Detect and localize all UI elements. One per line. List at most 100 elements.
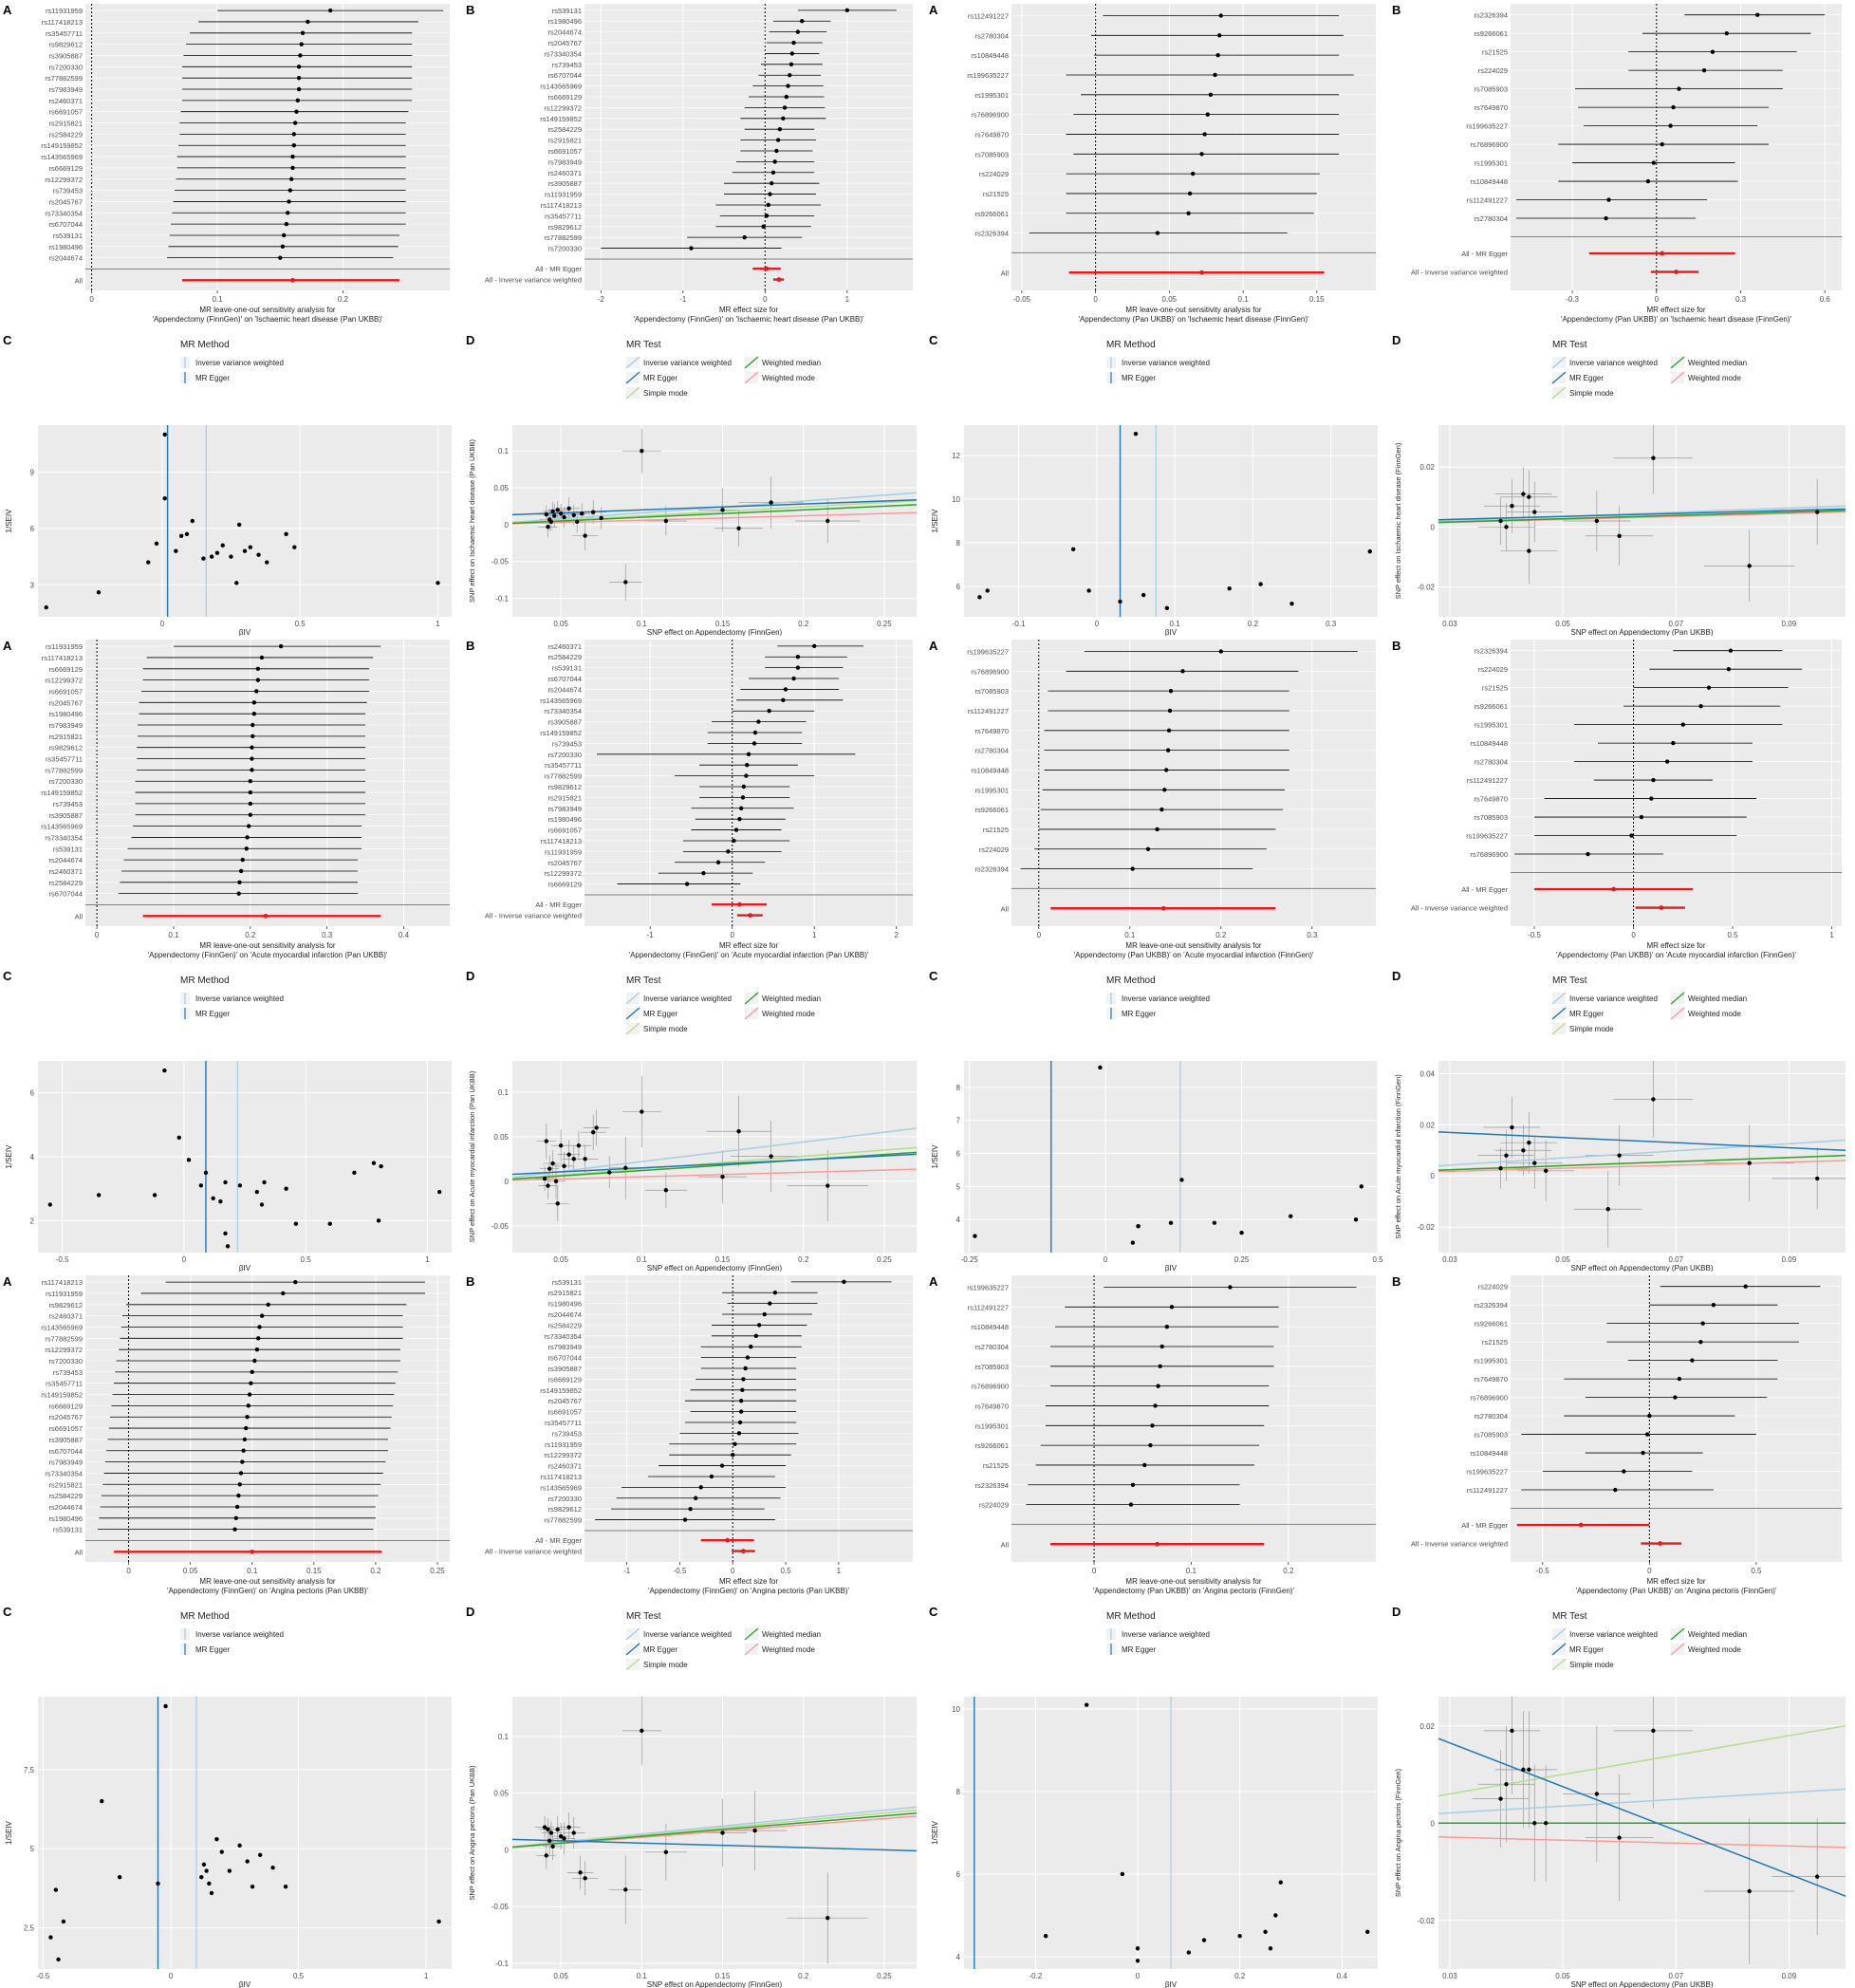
snp-point	[1359, 1184, 1363, 1189]
snp-estimate-point	[1215, 52, 1220, 58]
snp-label: rs73340354	[45, 833, 83, 842]
snp-label: rs7649870	[1475, 1375, 1508, 1384]
snp-estimate-point	[1660, 141, 1664, 147]
snp-estimate-point	[741, 784, 747, 790]
snp-estimate-point	[1613, 1487, 1618, 1493]
y-axis-title: SNP effect on Angina pectoris (Pan UKBB)	[468, 1765, 476, 1901]
snp-estimate-point	[738, 1409, 744, 1414]
snp-label: rs6691057	[49, 687, 83, 696]
snp-label: rs73340354	[544, 1332, 582, 1341]
snp-point	[1118, 599, 1122, 604]
snp-label: rs2780304	[1475, 214, 1508, 223]
y-tick-label: -0.05	[492, 1222, 510, 1231]
snp-point	[1815, 1176, 1820, 1181]
legend-label-egger: MR Egger	[195, 1645, 230, 1654]
snp-label: rs7200330	[548, 1495, 582, 1503]
snp-estimate-point	[250, 1369, 254, 1375]
snp-point	[1070, 547, 1076, 552]
x-tick-label: 0	[1093, 295, 1098, 304]
snp-label: rs2460371	[548, 1462, 582, 1471]
snp-point	[162, 432, 167, 437]
snp-point	[544, 1139, 548, 1143]
snp-point	[720, 1830, 725, 1835]
legend-key-weighted_mode	[1670, 1643, 1685, 1656]
snp-label: rs7085903	[1475, 813, 1508, 822]
snp-label: rs9829612	[548, 783, 582, 791]
snp-estimate-point	[285, 211, 290, 215]
snp-point	[1136, 1223, 1141, 1229]
snp-label: rs12299372	[544, 103, 582, 112]
x-tick-label: 0.1	[1124, 931, 1136, 939]
regression-line-ivw	[1438, 1139, 1846, 1167]
snp-estimate-point	[772, 159, 777, 164]
snp-point	[376, 1218, 381, 1223]
summary-estimate-point	[250, 1549, 255, 1554]
snp-estimate-point	[237, 880, 242, 885]
snp-point	[1043, 1934, 1048, 1939]
snp-point	[256, 552, 261, 557]
snp-estimate-point	[777, 126, 783, 132]
snp-estimate-point	[284, 221, 289, 227]
x-tick-label: -0.05	[1013, 295, 1031, 304]
snp-point	[576, 1143, 582, 1148]
snp-label: rs539131	[552, 664, 582, 673]
plot-area	[512, 428, 917, 601]
x-tick-label: -0.2	[1029, 1972, 1042, 1980]
snp-label: rs6691057	[49, 108, 83, 117]
snp-point	[201, 1862, 207, 1867]
snp-point	[257, 1852, 263, 1858]
snp-estimate-point	[1649, 796, 1654, 801]
snp-estimate-point	[236, 891, 241, 896]
snp-point	[1164, 605, 1170, 611]
snp-point	[736, 526, 741, 530]
snp-estimate-point	[1728, 648, 1734, 653]
snp-label: rs1980496	[548, 1300, 582, 1309]
snp-point	[623, 1887, 628, 1892]
snp-label: rs77882599	[544, 1516, 582, 1525]
x-tick-label: 0.1	[247, 1567, 258, 1575]
snp-estimate-point	[1130, 866, 1135, 871]
snp-estimate-point	[248, 812, 253, 817]
x-tick-label: -1	[623, 1567, 631, 1575]
snp-label: rs143565969	[41, 153, 83, 161]
snp-estimate-point	[250, 768, 254, 772]
x-tick-label: -0.5	[674, 1567, 687, 1575]
y-tick-label: 6	[956, 1150, 961, 1159]
snp-label: rs7649870	[975, 1402, 1009, 1410]
snp-point	[578, 1870, 583, 1875]
snp-point	[571, 1157, 576, 1161]
snp-point	[640, 1728, 644, 1734]
snp-label: rs6691057	[548, 147, 582, 156]
plot-background	[85, 640, 450, 926]
snp-label: rs6669129	[49, 665, 83, 674]
x-tick-label: 1	[1829, 931, 1834, 939]
snp-label: rs1995301	[1475, 1357, 1508, 1366]
snp-label: rs739453	[53, 187, 83, 195]
snp-estimate-point	[1639, 814, 1644, 820]
snp-point	[566, 506, 571, 511]
snp-estimate-point	[300, 30, 306, 35]
snp-label: rs35457711	[46, 1380, 83, 1388]
snp-label: rs76896900	[1470, 850, 1508, 859]
chart-panel-14: D MR Test Inverse variance weighted Weighte…	[466, 969, 917, 1272]
x-tick-label: 0.5	[1751, 1567, 1762, 1575]
snp-estimate-point	[709, 1474, 714, 1479]
summary-estimate-point	[263, 913, 269, 919]
x-tick-label: 0.05	[1555, 1972, 1570, 1980]
legend-label-egger: MR Egger	[195, 374, 230, 382]
snp-label: rs6707044	[49, 1447, 83, 1456]
panel-letter: B	[466, 639, 474, 653]
snp-label: rs3905887	[548, 179, 582, 188]
x-axis-title: MR leave-one-out sensitivity analysis fo…	[199, 306, 336, 314]
snp-point	[553, 1179, 559, 1184]
panel-letter: C	[929, 333, 938, 347]
legend-label-ivw: Inverse variance weighted	[195, 994, 284, 1003]
summary-estimate-point	[1674, 269, 1679, 274]
snp-estimate-point	[1664, 759, 1670, 764]
snp-estimate-point	[745, 1355, 751, 1360]
snp-estimate-point	[1155, 827, 1159, 832]
panel-letter: A	[929, 3, 938, 17]
x-tick-label: 0.05	[553, 1255, 568, 1264]
x-tick-label: 0.1	[212, 295, 223, 304]
snp-point	[1815, 1874, 1820, 1879]
